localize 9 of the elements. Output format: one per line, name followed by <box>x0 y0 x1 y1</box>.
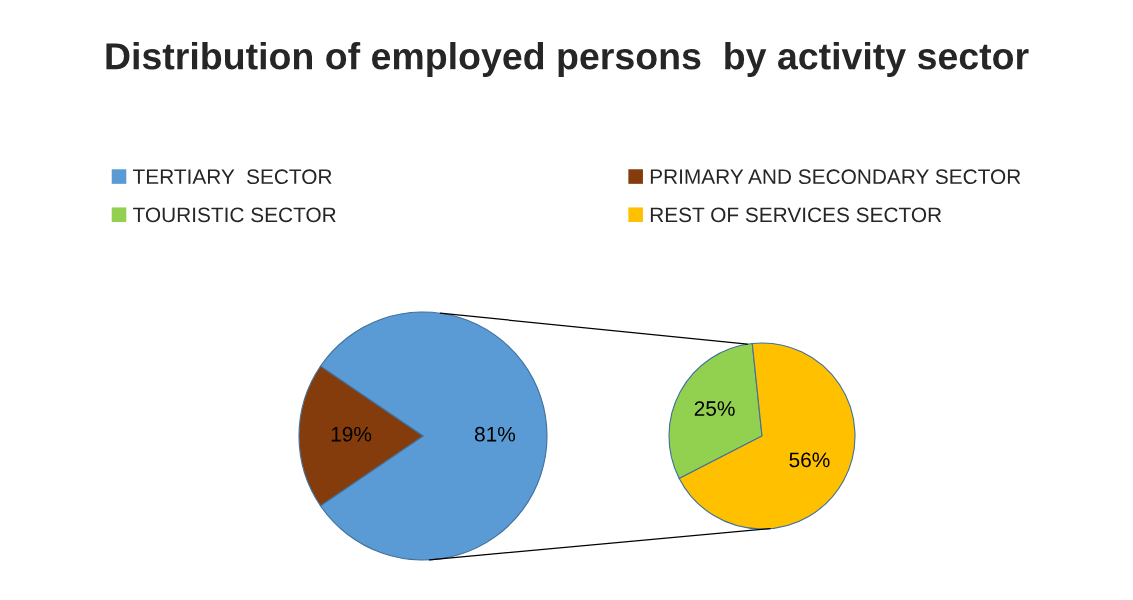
data-label: 19% <box>331 426 372 442</box>
data-label: 56% <box>789 452 830 468</box>
data-label: 81% <box>474 426 516 442</box>
legend-label: TOURISTIC SECTOR <box>133 207 336 223</box>
legend-label: TERTIARY SECTOR <box>133 169 332 185</box>
data-label: 25% <box>694 401 735 416</box>
legend-label: REST OF SERVICES SECTOR <box>650 207 942 223</box>
chart-title: Distribution of employed persons by activity sector <box>106 42 1029 77</box>
legend-label: PRIMARY AND SECONDARY SECTOR <box>650 169 1021 185</box>
